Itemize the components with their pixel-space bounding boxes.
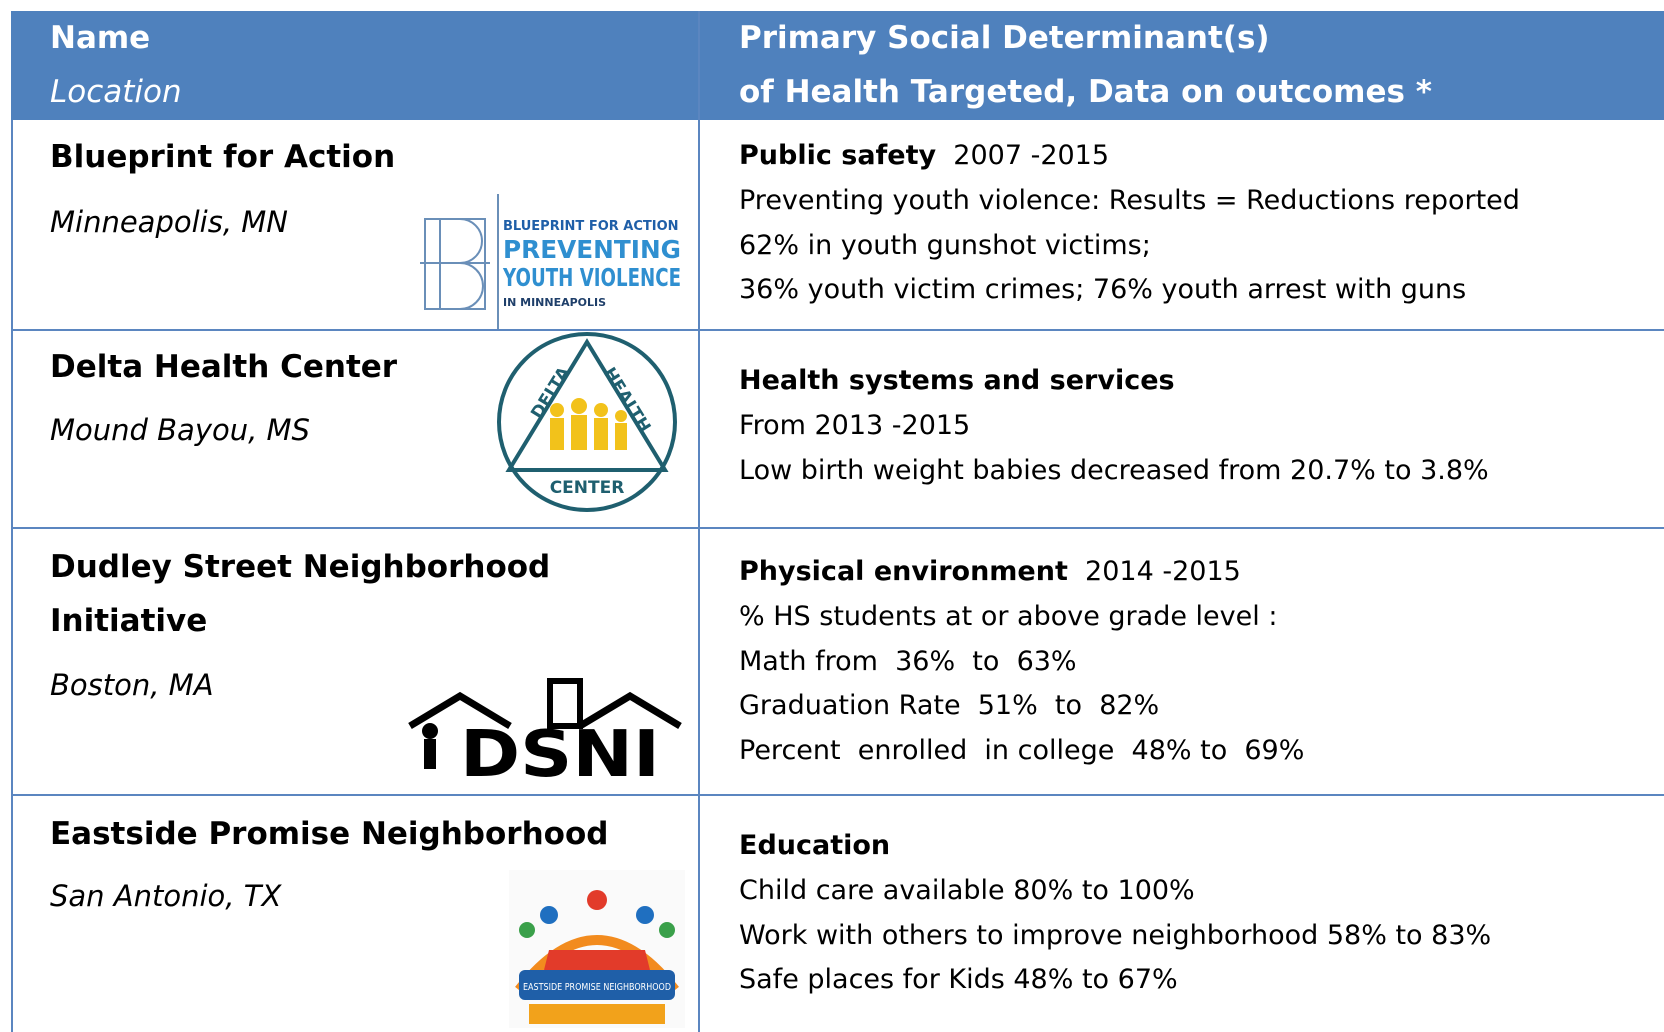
period: 2007 -2015 (953, 140, 1109, 171)
header-name: Name (50, 20, 150, 56)
logo-text: CENTER (550, 478, 625, 498)
determinant-line: Health systems and services (739, 365, 1175, 396)
header-location: Location (50, 74, 182, 110)
outcome: 62% in youth gunshot victims; (739, 230, 1151, 261)
determinant: Public safety (739, 140, 936, 171)
outcome: Preventing youth violence: Results = Red… (739, 185, 1520, 216)
outcome: Child care available 80% to 100% (739, 875, 1195, 906)
determinant: Physical environment (739, 556, 1068, 587)
logo-blueprint: BLUEPRINT FOR ACTION PREVENTING YOUTH VI… (420, 194, 686, 329)
determinant-line: Public safety 2007 -2015 (739, 140, 1109, 171)
logo-text: IN MINNEAPOLIS (503, 296, 606, 309)
outcome: From 2013 -2015 (739, 410, 970, 441)
logo-text: EASTSIDE PROMISE NEIGHBORHOOD (523, 982, 671, 993)
logo-text: PREVENTING (503, 235, 681, 264)
spacer (936, 140, 953, 171)
program-name: Dudley Street Neighborhood Initiative (50, 540, 610, 648)
row-divider (11, 329, 1664, 331)
logo-dsni: DSNI (400, 676, 686, 782)
outcome: Percent enrolled in college 48% to 69% (739, 735, 1304, 766)
spacer (1068, 556, 1085, 587)
program-name: Blueprint for Action (50, 130, 610, 184)
determinant-line: Physical environment 2014 -2015 (739, 556, 1241, 587)
outcome: Low birth weight babies decreased from 2… (739, 455, 1489, 486)
logo-text: DSNI (460, 718, 660, 782)
logo-text: YOUTH VIOLENCE (502, 263, 681, 292)
program-location: Minneapolis, MN (50, 205, 288, 239)
logo-eastside: EASTSIDE PROMISE NEIGHBORHOOD (509, 870, 685, 1028)
outcome: Math from 36% to 63% (739, 646, 1077, 677)
left-border (11, 120, 13, 1032)
determinant: Education (739, 830, 890, 861)
program-name: Delta Health Center (50, 340, 610, 394)
program-location: San Antonio, TX (50, 879, 281, 913)
header-determinant: of Health Targeted, Data on outcomes * (739, 74, 1432, 110)
outcome: Safe places for Kids 48% to 67% (739, 964, 1178, 995)
outcome: 36% youth victim crimes; 76% youth arres… (739, 274, 1466, 305)
column-divider (698, 11, 700, 1032)
logo-text: BLUEPRINT FOR ACTION (503, 219, 679, 234)
program-name: Eastside Promise Neighborhood (50, 807, 610, 861)
program-location: Mound Bayou, MS (50, 413, 310, 447)
outcome: Work with others to improve neighborhood… (739, 920, 1491, 951)
outcome: % HS students at or above grade level : (739, 601, 1277, 632)
table-page: Name Location Primary Social Determinant… (0, 0, 1664, 1032)
outcome: Graduation Rate 51% to 82% (739, 690, 1159, 721)
period: 2014 -2015 (1085, 556, 1241, 587)
program-location: Boston, MA (50, 668, 214, 702)
header-determinant: Primary Social Determinant(s) (739, 20, 1270, 56)
row-divider (11, 794, 1664, 796)
row-divider (11, 527, 1664, 529)
determinant-line: Education (739, 830, 890, 861)
determinant: Health systems and services (739, 365, 1175, 396)
